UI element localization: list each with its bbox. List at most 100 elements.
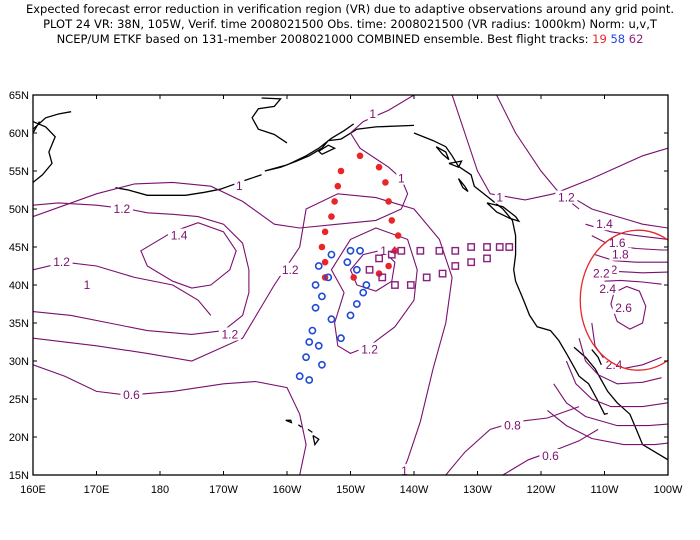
contour-label: 1.2 (53, 255, 70, 269)
track-19-point (385, 262, 392, 270)
contour-line (33, 364, 307, 475)
contour-line (33, 246, 301, 362)
lat-label: 50N (9, 204, 29, 216)
contour-label-bg (609, 247, 632, 261)
track-62-point (467, 258, 476, 267)
contour-label-bg (501, 418, 524, 432)
contour-label-bg (218, 327, 241, 341)
track-19-point (356, 152, 364, 160)
track-19-point (394, 232, 402, 239)
track-19-point (350, 274, 357, 281)
track-19-point (328, 213, 335, 220)
lat-label: 20N (9, 432, 29, 444)
track-58-point (314, 341, 323, 350)
contour-line (547, 409, 668, 446)
contour-label: 1 (398, 172, 405, 186)
coastline-segment (573, 346, 668, 461)
axis-ticks (32, 94, 669, 476)
track-62-point (467, 243, 476, 251)
verification-region-circle (579, 229, 668, 371)
contour-line (451, 95, 668, 201)
lat-label: 65N (9, 90, 29, 102)
track-62-point (397, 246, 406, 255)
contour-label-bg (234, 179, 245, 193)
track-62-point (505, 243, 514, 251)
contour-label: 2.2 (593, 267, 610, 281)
track-58-point (318, 360, 326, 369)
contour-label-bg (358, 342, 381, 356)
track-62-point (387, 250, 396, 259)
lat-label: 25N (9, 394, 29, 406)
track-58-point (356, 246, 364, 255)
lon-label: 140W (400, 484, 429, 496)
contour-label-bg (596, 281, 619, 295)
lon-label: 130W (463, 484, 492, 496)
contour-label-bg (367, 107, 378, 120)
contour-label: 1.4 (596, 217, 613, 231)
track-19-point (331, 198, 338, 205)
contour-label: 1.4 (171, 229, 188, 243)
contour-line (33, 95, 415, 229)
track-19-point (385, 198, 392, 205)
lat-labels: 65N 60N 55N 50N 45N 40N 35N 30N 25N 20N 15N (9, 90, 29, 482)
track-58-point (302, 353, 310, 362)
track-58-point (327, 315, 336, 324)
track-58-point (311, 303, 320, 312)
track-58-point (305, 376, 314, 384)
track-58-point (295, 372, 304, 381)
coastline-segment (486, 202, 521, 223)
track-62-point (406, 281, 415, 289)
contour-label: 1.2 (222, 327, 239, 341)
track-19-point (321, 228, 329, 236)
contour-label-bg (399, 464, 410, 478)
lon-label: 180 (151, 484, 169, 496)
coastline-segment (285, 419, 293, 424)
contour-label-bg (494, 190, 505, 204)
contour-label-bg (590, 266, 613, 280)
lat-label: 45N (9, 242, 29, 254)
coastline-segment (264, 123, 415, 172)
coastline-segment (317, 144, 337, 155)
track-id-purple: 62 (628, 32, 644, 46)
coastline-segment (33, 111, 72, 130)
track-58-point (311, 281, 320, 289)
coastline-segment (307, 428, 313, 433)
track-62-point (451, 262, 460, 270)
title-line-2: PLOT 24 VR: 38N, 105W, Verif. time 20080… (43, 17, 657, 31)
coastline-segment (435, 146, 450, 161)
track-19-point (375, 163, 383, 171)
track-19-point (388, 217, 396, 224)
lat-label: 60N (9, 128, 29, 140)
contour-label: 1.2 (114, 202, 131, 216)
contour-label-bg (81, 278, 92, 291)
contour-line (553, 383, 668, 427)
contour-line (591, 322, 662, 370)
track-19-point (318, 243, 326, 251)
contour-line (33, 261, 212, 316)
coastline-segment (457, 178, 469, 193)
track-58-point (352, 265, 361, 274)
contour-label-bg (50, 255, 73, 269)
lat-label: 55N (9, 166, 29, 178)
contour-label-bg (609, 262, 620, 276)
flight-tracks (295, 152, 514, 384)
lon-label: 100W (654, 484, 683, 496)
lon-label: 150W (336, 484, 365, 496)
contour-label-bg (555, 190, 578, 204)
contour-label: 1.8 (612, 248, 629, 262)
contour-label: 1 (84, 278, 91, 292)
track-62-point (483, 243, 491, 251)
track-19-point (337, 167, 345, 175)
contour-line (565, 360, 668, 408)
contour-line (591, 235, 668, 251)
coastline-segment (33, 186, 34, 187)
contour-label: 2.6 (615, 301, 632, 315)
coastline-segment (251, 97, 288, 144)
track-58-point (314, 262, 323, 270)
lon-label: 160W (273, 484, 302, 496)
contour-line (140, 222, 237, 289)
track-id-blue: 58 (610, 32, 626, 46)
contour-line (299, 193, 453, 475)
coastline-segment (312, 434, 320, 447)
